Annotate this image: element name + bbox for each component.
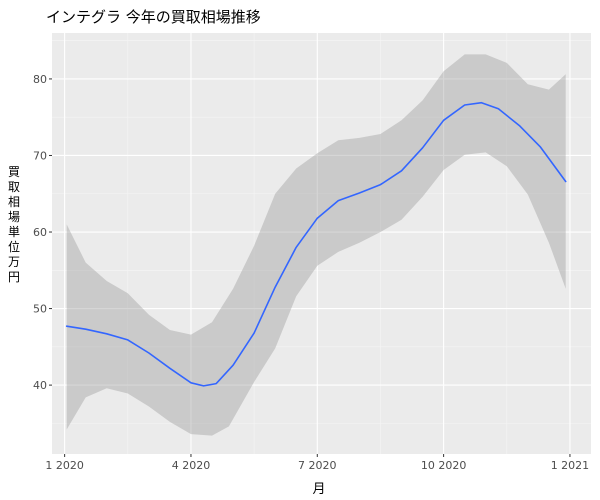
chart-title: インテグラ 今年の買取相場推移 (46, 8, 261, 26)
x-tick-label: 1 2021 (551, 459, 590, 472)
y-tick-label: 70 (33, 149, 47, 162)
confidence-band (66, 54, 566, 436)
x-tick-label: 10 2020 (421, 459, 467, 472)
y-tick-label: 50 (33, 303, 47, 316)
plot-panel (52, 33, 591, 454)
x-tick-label: 7 2020 (298, 459, 337, 472)
x-tick-label: 1 2020 (45, 459, 84, 472)
y-tick-label: 40 (33, 379, 47, 392)
y-tick-label: 80 (33, 73, 47, 86)
x-tick-label: 4 2020 (172, 459, 211, 472)
series-line (65, 101, 567, 387)
x-axis-label: 月 (312, 482, 326, 497)
y-tick-label: 60 (33, 226, 47, 239)
